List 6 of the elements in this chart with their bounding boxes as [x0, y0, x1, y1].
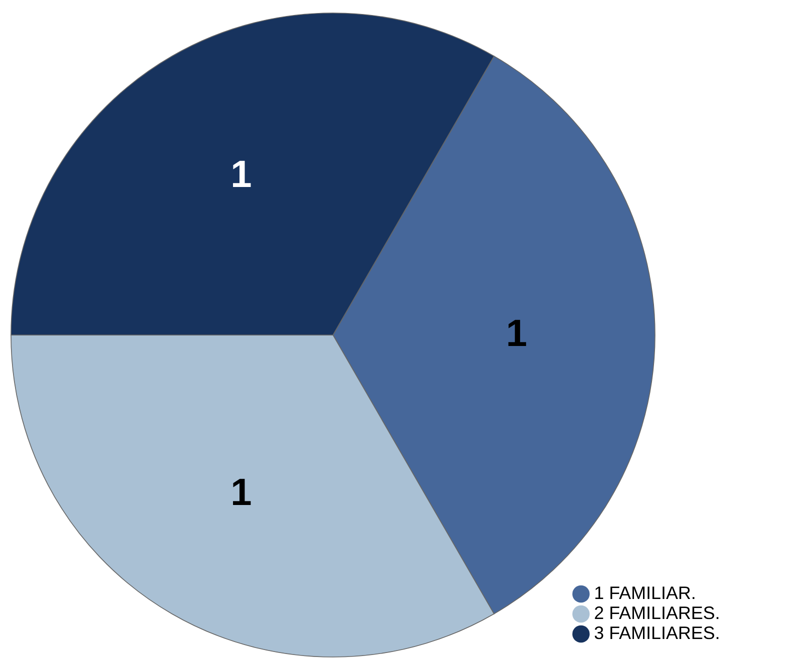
data-label: 1: [506, 313, 528, 355]
data-label: 1: [230, 154, 252, 196]
data-label: 1: [230, 472, 252, 514]
legend-label: 1 FAMILIAR.: [594, 583, 696, 603]
legend-label: 2 FAMILIARES.: [594, 603, 720, 623]
legend-label: 3 FAMILIARES.: [594, 623, 720, 643]
